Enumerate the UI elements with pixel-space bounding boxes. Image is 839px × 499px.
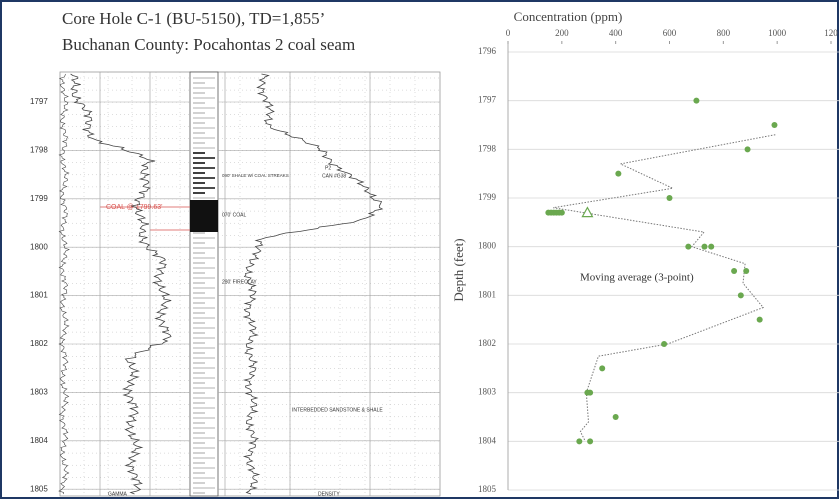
- log-title: Core Hole C-1 (BU-5150), TD=1,855’: [62, 9, 325, 28]
- track-label: GAMMA: [108, 491, 128, 497]
- depth-label: 1803: [30, 388, 48, 397]
- lithology-column: [189, 71, 219, 497]
- y-tick-label: 1797: [478, 95, 497, 105]
- gamma-curve: [70, 73, 172, 495]
- y-tick-label: 1805: [478, 484, 497, 494]
- moving-average-line: [553, 134, 776, 442]
- x-tick-label: 400: [609, 28, 623, 38]
- x-tick-label: 1000: [768, 28, 787, 38]
- data-point: [661, 341, 668, 347]
- data-point: [666, 195, 673, 201]
- density-curve: [242, 73, 384, 495]
- depth-label: 1804: [30, 436, 48, 445]
- data-point: [771, 122, 778, 128]
- depth-label: 1802: [30, 339, 48, 348]
- log-annotation: 280' FIRECLAY: [222, 279, 257, 285]
- data-point: [701, 243, 708, 250]
- data-point: [743, 268, 750, 274]
- y-tick-label: 1803: [478, 387, 497, 397]
- x-axis-title: Concentration (ppm): [514, 9, 623, 24]
- data-point: [756, 316, 763, 323]
- gamma-curve: [58, 73, 70, 495]
- x-tick-label: 800: [717, 28, 731, 38]
- data-point: [693, 97, 700, 104]
- y-tick-label: 1802: [478, 338, 496, 348]
- well-log: Core Hole C-1 (BU-5150), TD=1,855’ Bucha…: [30, 9, 441, 497]
- depth-label: 1800: [30, 242, 48, 251]
- depth-label: 1805: [30, 484, 48, 493]
- depth-label: 1801: [30, 291, 48, 300]
- data-point: [744, 146, 751, 153]
- x-tick-label: 200: [555, 28, 569, 38]
- log-annotation: COAL @ 1799.63': [106, 204, 162, 211]
- x-tick-label: 0: [506, 28, 511, 38]
- log-annotation: INTERBEDDED SANDSTONE & SHALE: [292, 407, 383, 413]
- y-tick-label: 1801: [478, 289, 496, 299]
- triangle-point: [581, 206, 594, 218]
- x-tick-label: 120: [824, 28, 838, 38]
- y-tick-label: 1800: [478, 241, 497, 251]
- data-point: [612, 414, 619, 420]
- y-tick-label: 1798: [478, 143, 497, 153]
- log-annotation: P2: [325, 165, 331, 171]
- log-subtitle: Buchanan County: Pocahontas 2 coal seam: [62, 35, 355, 54]
- y-axis-title: Depth (feet): [451, 238, 466, 301]
- data-point: [731, 268, 738, 274]
- track-label: DENSITY: [318, 491, 340, 497]
- annotation: Moving average (3-point): [580, 272, 694, 284]
- data-point: [587, 389, 594, 396]
- data-point: [615, 170, 622, 177]
- data-point: [708, 243, 715, 250]
- depth-label: 1799: [30, 194, 48, 203]
- data-point: [558, 209, 565, 216]
- y-tick-label: 1799: [478, 192, 497, 202]
- y-tick-label: 1796: [478, 46, 497, 56]
- log-annotation: 070' COAL: [222, 212, 247, 218]
- y-tick-label: 1804: [478, 435, 497, 445]
- depth-label: 1798: [30, 146, 48, 155]
- coal-bed: [190, 200, 218, 232]
- depth-label: 1797: [30, 97, 48, 106]
- log-annotation: CAN #G38: [322, 173, 346, 179]
- data-point: [576, 438, 583, 445]
- data-point: [587, 438, 594, 445]
- log-frame: [59, 71, 441, 497]
- data-point: [599, 365, 606, 372]
- x-tick-label: 600: [663, 28, 677, 38]
- log-annotation: 090' SHALE W/ COAL STREAKS: [222, 173, 289, 178]
- data-point: [737, 292, 744, 299]
- data-point: [685, 243, 692, 250]
